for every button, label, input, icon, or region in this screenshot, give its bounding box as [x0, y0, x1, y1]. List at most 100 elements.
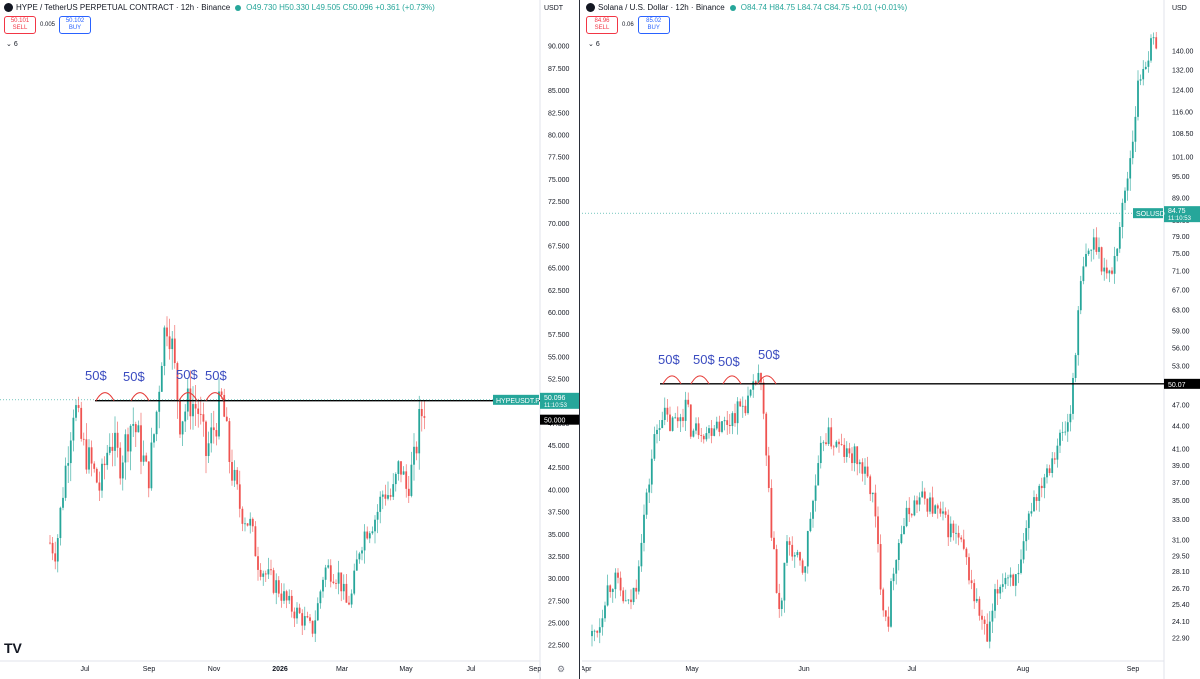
candle-body [835, 441, 838, 447]
candle-body [1007, 577, 1009, 579]
candle-body [423, 416, 426, 418]
chevron-down-icon: ⌄ [6, 41, 12, 48]
candle-body [49, 542, 51, 544]
hype-symbol-title[interactable]: HYPE / TetherUS PERPETUAL CONTRACT · 12h… [16, 3, 231, 12]
candle-body [968, 557, 970, 581]
candle-body [871, 492, 874, 495]
candle-body [277, 580, 280, 594]
candle-body [103, 463, 106, 466]
hype-chart-pane[interactable]: 90.000 87.500 85.000 82.500 80.000 77.500 75.0… [0, 0, 580, 679]
annotation-arc [205, 392, 225, 401]
hype-high: H50.330 [279, 3, 310, 12]
candle-body [1074, 355, 1077, 378]
x-tick-label: Sep [529, 666, 542, 673]
candle-body [708, 428, 710, 434]
candle-body [947, 514, 950, 538]
candle-body [676, 417, 679, 422]
x-tick-label: May [685, 666, 699, 673]
annotation-arc [722, 375, 742, 385]
hype-chart[interactable]: 90.000 87.500 85.000 82.500 80.000 77.500 75.0… [0, 0, 580, 679]
candle-body [1144, 66, 1147, 70]
candle-body [116, 432, 119, 448]
sol-indicators-toggle[interactable]: ⌄ 6 [588, 40, 600, 48]
candle-body [283, 591, 285, 601]
candle-body [1040, 485, 1043, 489]
candle-body [119, 447, 122, 479]
y-tick-label: 132.00 [1172, 67, 1194, 74]
y-tick-label: 89.00 [1172, 195, 1190, 202]
candle-body [988, 621, 991, 642]
candle-body [1035, 497, 1038, 501]
candle-body [749, 389, 752, 396]
y-tick-label: 22.90 [1172, 636, 1190, 643]
candle-body [402, 471, 405, 475]
candle-body [643, 514, 645, 543]
x-tick-label: Jul [81, 666, 90, 673]
candle-body [705, 433, 708, 440]
candle-body [1108, 270, 1111, 274]
candle-body [114, 432, 116, 451]
y-tick-label: 24.10 [1172, 619, 1190, 626]
candle-body [916, 500, 918, 505]
candle-body [194, 404, 197, 409]
candle-body [640, 542, 643, 567]
y-tick-label: 85.000 [548, 88, 570, 95]
y-tick-label: 62.500 [548, 288, 570, 295]
candle-body [337, 572, 340, 584]
x-tick-label: 2026 [272, 666, 288, 673]
candle-body [1053, 458, 1056, 460]
candle-body [931, 497, 934, 514]
y-tick-label: 35.00 [1172, 498, 1190, 505]
y-tick-label: 65.000 [548, 266, 570, 273]
candle-body [153, 434, 155, 443]
candle-body [887, 616, 890, 627]
candle-body [814, 485, 817, 501]
candle-body [695, 423, 697, 431]
candle-body [671, 417, 674, 431]
hype-buy-button[interactable]: 50.102 BUY [59, 16, 92, 34]
candle-body [734, 413, 736, 424]
symbol-tag-bg [1133, 208, 1163, 219]
last-price-label-bg [540, 392, 579, 409]
hype-currency-unit[interactable]: USDT [544, 5, 564, 12]
candle-body [1085, 254, 1087, 267]
candle-body [236, 469, 239, 485]
candle-body [648, 484, 651, 493]
sol-symbol-title[interactable]: Solana / U.S. Dollar · 12h · Binance [598, 3, 725, 12]
hype-sell-button[interactable]: 50.101 SELL [4, 16, 36, 34]
candle-body [1059, 432, 1061, 446]
candle-body [1025, 528, 1028, 542]
candle-body [233, 469, 236, 481]
candle-body [822, 442, 825, 444]
candle-body [962, 539, 965, 549]
candle-body [1142, 69, 1145, 80]
sol-sell-button[interactable]: 84.96 SELL [586, 16, 618, 34]
y-tick-label: 32.500 [548, 554, 570, 561]
candle-body [757, 372, 760, 384]
annotation-arc [662, 375, 682, 385]
candle-body [400, 461, 402, 475]
y-tick-label: 55.000 [548, 354, 570, 361]
tradingview-logo-icon[interactable]: TV [4, 640, 22, 656]
sol-buy-button[interactable]: 85.02 BUY [637, 16, 670, 34]
sol-chart-pane[interactable]: 140.00 132.00 124.00 116.00 108.50 101.00 95.0… [582, 0, 1200, 679]
hype-indicators-toggle[interactable]: ⌄ 6 [6, 40, 18, 48]
gear-icon[interactable]: ⚙ [557, 664, 566, 674]
candle-body [955, 532, 957, 534]
candle-body [1131, 141, 1134, 159]
y-tick-label: 90.000 [548, 44, 570, 51]
annotation-50-label: 50$ [123, 369, 145, 384]
candle-body [238, 484, 241, 509]
candle-body [392, 484, 395, 497]
candle-body [663, 407, 666, 421]
chevron-down-icon: ⌄ [588, 41, 594, 48]
sol-chart[interactable]: 140.00 132.00 124.00 116.00 108.50 101.00 95.0… [582, 0, 1200, 679]
candle-body [1072, 377, 1074, 414]
y-tick-label: 45.000 [548, 443, 570, 450]
y-tick-label: 33.00 [1172, 517, 1190, 524]
level-label: 50.000 [544, 418, 566, 425]
candle-body [689, 404, 692, 437]
sol-sell-label: SELL [594, 25, 610, 31]
sol-currency-unit[interactable]: USD [1172, 5, 1187, 12]
candle-body [843, 444, 846, 457]
